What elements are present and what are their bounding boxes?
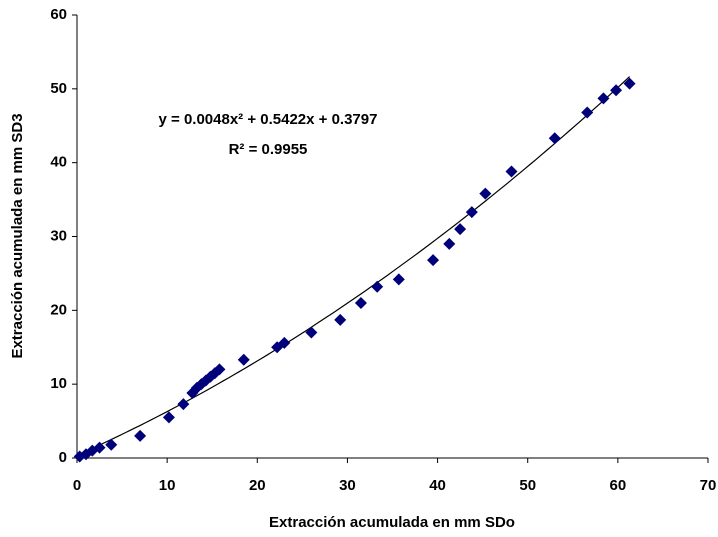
- point: [305, 326, 318, 339]
- x-tick-label: 50: [519, 477, 536, 494]
- x-tick-label: 20: [249, 477, 266, 494]
- point: [371, 280, 384, 293]
- x-tick-label: 70: [700, 477, 717, 494]
- x-axis-label: Extracción acumulada en mm SDo: [269, 514, 515, 531]
- y-tick-label: 0: [59, 449, 67, 466]
- point: [177, 398, 190, 411]
- point: [597, 92, 610, 105]
- point: [105, 438, 118, 451]
- point: [465, 206, 478, 219]
- point: [162, 411, 175, 424]
- x-tick-label: 10: [159, 477, 176, 494]
- point: [443, 237, 456, 250]
- x-tick-label: 60: [610, 477, 627, 494]
- point: [334, 313, 347, 326]
- trendline-r2: R² = 0.9955: [229, 141, 308, 158]
- point: [610, 84, 623, 97]
- point: [213, 363, 226, 376]
- point: [237, 353, 250, 366]
- point: [427, 254, 440, 267]
- x-tick-label: 30: [339, 477, 356, 494]
- y-tick-label: 40: [50, 154, 67, 171]
- point: [479, 187, 492, 200]
- point: [354, 296, 367, 309]
- x-tick-label: 40: [429, 477, 446, 494]
- trendline: [79, 76, 631, 455]
- point: [548, 132, 561, 145]
- point: [278, 336, 291, 349]
- y-axis-label: Extracción acumulada en mm SD3: [9, 113, 26, 358]
- y-tick-label: 50: [50, 80, 67, 97]
- point: [454, 223, 467, 236]
- y-tick-label: 30: [50, 227, 67, 244]
- x-tick-label: 0: [73, 477, 81, 494]
- point: [581, 106, 594, 119]
- y-tick-label: 20: [50, 301, 67, 318]
- y-tick-label: 10: [50, 375, 67, 392]
- point: [93, 441, 106, 454]
- point: [134, 429, 147, 442]
- point: [505, 165, 518, 178]
- y-tick-label: 60: [50, 6, 67, 23]
- point: [392, 273, 405, 286]
- trendline-equation: y = 0.0048x² + 0.5422x + 0.3797: [159, 111, 378, 128]
- point: [623, 77, 636, 90]
